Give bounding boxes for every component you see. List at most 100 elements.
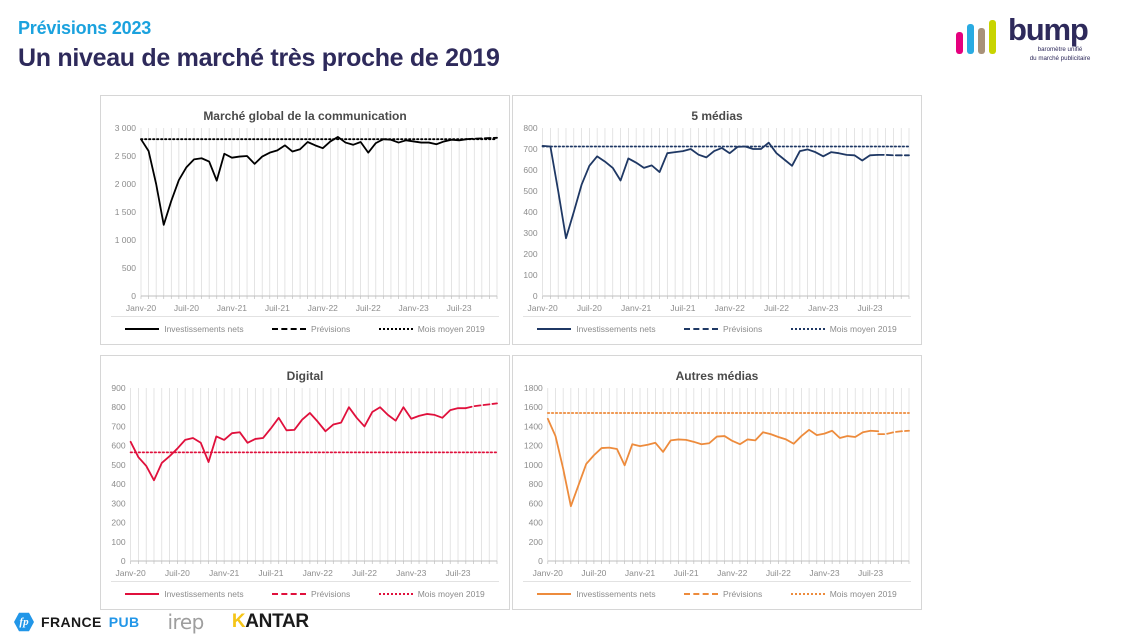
svg-text:Juil-20: Juil-20 [581, 568, 606, 578]
legend-label-forecast: Prévisions [311, 323, 351, 334]
svg-text:1600: 1600 [524, 402, 543, 412]
legend-label-actual: Investissements nets [164, 323, 244, 334]
svg-text:300: 300 [111, 498, 125, 508]
legend-label-forecast: Prévisions [311, 588, 351, 599]
bump-tagline-line2: du marché publicitaire [1029, 54, 1091, 62]
legend-label-reference: Mois moyen 2019 [829, 323, 897, 334]
svg-text:Juil-21: Juil-21 [670, 303, 695, 313]
svg-text:Janv-23: Janv-23 [396, 568, 427, 578]
series-solid [546, 417, 880, 508]
svg-text:500: 500 [111, 460, 125, 470]
series-solid [541, 141, 879, 240]
svg-text:700: 700 [111, 421, 125, 431]
svg-text:Janv-20: Janv-20 [527, 303, 558, 313]
series-solid [129, 406, 467, 482]
legend-swatch-solid-icon [537, 592, 572, 595]
svg-text:Juil-23: Juil-23 [445, 568, 470, 578]
legend-item-forecast: Prévisions [684, 589, 762, 599]
legend-label-reference: Mois moyen 2019 [417, 323, 485, 334]
svg-text:Janv-21: Janv-21 [625, 568, 656, 578]
bump-tagline: baromètre unifié du marché publicitaire [1016, 46, 1104, 64]
page-title: Un niveau de marché très proche de 2019 [18, 43, 500, 72]
chart-panel-autres-medias: Autres médias 0 200 400 600 800 1000 1200 1400 1… [512, 355, 922, 610]
chart-legend: Investissements nets Prévisions Mois moy… [111, 581, 499, 602]
svg-text:200: 200 [111, 518, 125, 528]
svg-text:500: 500 [523, 186, 537, 196]
svg-text:600: 600 [111, 441, 125, 451]
chart-panel-marche-global: Marché global de la communication 0 500 1 … [100, 95, 510, 345]
chart-svg: 0 500 1 000 1 500 2 000 2 500 3 000 Janv-20 Juil… [115, 123, 498, 313]
svg-text:Juil-23: Juil-23 [857, 303, 882, 313]
legend-swatch-dotted-icon [378, 592, 413, 595]
legend-swatch-dashed-icon [684, 327, 719, 330]
chart-panel-5-medias: 5 médias 0 100 200 300 400 500 600 700 800 Janv-2… [512, 95, 922, 345]
svg-text:0: 0 [538, 556, 543, 566]
svg-text:200: 200 [529, 537, 543, 547]
legend-item-forecast: Prévisions [684, 324, 762, 334]
svg-text:Juil-23: Juil-23 [447, 303, 472, 313]
chart-legend: Investissements nets Prévisions Mois moy… [523, 581, 911, 602]
bump-wordmark: bump [1008, 12, 1089, 47]
legend-item-reference: Mois moyen 2019 [378, 323, 485, 334]
legend-swatch-dotted-icon [790, 327, 825, 330]
bump-bars-icon [956, 18, 996, 54]
legend-swatch-solid-icon [125, 327, 160, 330]
svg-text:400: 400 [523, 207, 537, 217]
svg-text:Janv-23: Janv-23 [809, 568, 840, 578]
legend-label-reference: Mois moyen 2019 [829, 588, 897, 599]
svg-text:Juil-21: Juil-21 [265, 303, 290, 313]
kantar-initial: K [231, 611, 246, 632]
france-pub-logo: fp FRANCE PUB [14, 612, 140, 632]
legend-item-reference: Mois moyen 2019 [378, 588, 485, 599]
svg-text:800: 800 [529, 479, 543, 489]
svg-text:400: 400 [111, 479, 125, 489]
svg-text:Janv-23: Janv-23 [808, 303, 839, 313]
svg-text:Janv-22: Janv-22 [717, 568, 748, 578]
legend-label-actual: Investissements nets [164, 588, 244, 599]
bump-bar-2 [967, 24, 974, 54]
svg-text:Juil-22: Juil-22 [352, 568, 377, 578]
series-dashed [465, 136, 498, 141]
svg-text:2 500: 2 500 [115, 151, 137, 161]
legend-label-actual: Investissements nets [576, 588, 656, 599]
legend-item-reference: Mois moyen 2019 [790, 323, 897, 334]
legend-swatch-solid-icon [537, 327, 572, 330]
svg-text:600: 600 [529, 498, 543, 508]
svg-text:Janv-22: Janv-22 [303, 568, 334, 578]
france-pub-word1: FRANCE [41, 614, 102, 630]
svg-text:Juil-20: Juil-20 [174, 303, 199, 313]
irep-logo: irep [167, 610, 205, 634]
kantar-rest: ANTAR [245, 611, 309, 632]
legend-label-reference: Mois moyen 2019 [417, 588, 485, 599]
svg-text:500: 500 [122, 263, 136, 273]
france-pub-word2: PUB [108, 614, 140, 630]
kantar-logo: KANTAR [232, 611, 309, 633]
chart-svg: 0 100 200 300 400 500 600 700 800 900 Janv-20 Juil-… [111, 383, 498, 578]
svg-text:Janv-22: Janv-22 [308, 303, 339, 313]
chart-plot-area: 0 100 200 300 400 500 600 700 800 Janv-20 Juil-20 J… [513, 96, 921, 344]
svg-text:Juil-21: Juil-21 [674, 568, 699, 578]
svg-text:Janv-23: Janv-23 [399, 303, 430, 313]
chart-title: Autres médias [675, 369, 759, 383]
legend-item-actual: Investissements nets [125, 323, 244, 334]
france-pub-hex-icon: fp [14, 612, 34, 632]
svg-text:1400: 1400 [524, 421, 543, 431]
svg-text:Juil-20: Juil-20 [577, 303, 602, 313]
legend-swatch-dashed-icon [272, 592, 307, 595]
legend-item-actual: Investissements nets [125, 588, 244, 599]
series-dashed [877, 429, 910, 436]
svg-text:300: 300 [523, 228, 537, 238]
legend-item-forecast: Prévisions [272, 324, 350, 334]
svg-text:Janv-20: Janv-20 [115, 568, 146, 578]
legend-item-forecast: Prévisions [272, 589, 350, 599]
svg-text:700: 700 [523, 144, 537, 154]
chart-legend: Investissements nets Prévisions Mois moy… [523, 316, 911, 337]
chart-svg: 0 200 400 600 800 1000 1200 1400 1600 1800 Janv-20… [524, 383, 910, 578]
legend-item-actual: Investissements nets [537, 324, 656, 334]
legend-swatch-dotted-icon [790, 592, 825, 595]
bump-bar-3 [978, 28, 985, 54]
svg-text:Janv-21: Janv-21 [217, 303, 248, 313]
svg-text:0: 0 [121, 556, 126, 566]
svg-text:Janv-20: Janv-20 [126, 303, 157, 313]
chart-svg: 0 100 200 300 400 500 600 700 800 Janv-20 Juil-20 J… [523, 123, 910, 313]
